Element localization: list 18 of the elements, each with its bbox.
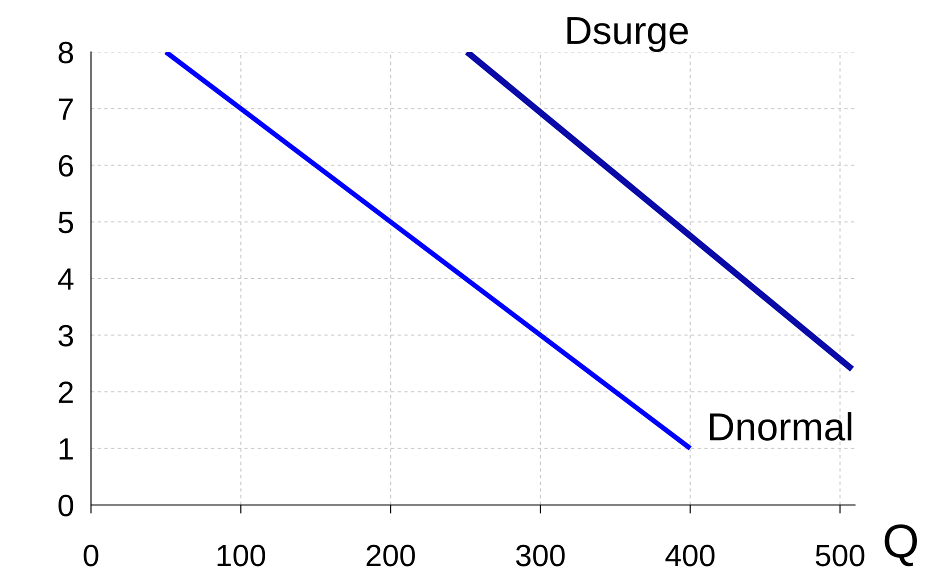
y-tick-label: 7 bbox=[58, 98, 73, 120]
x-tick-label: 400 bbox=[665, 544, 715, 566]
y-tick-label: 1 bbox=[60, 438, 73, 460]
y-tick-label: 3 bbox=[58, 324, 73, 346]
series-label: Dnormal bbox=[710, 412, 852, 441]
y-tick-label: 2 bbox=[58, 381, 73, 403]
x-tick-label: 300 bbox=[516, 544, 565, 566]
y-tick-label: 5 bbox=[58, 212, 74, 234]
x-tick-label: 200 bbox=[366, 544, 415, 566]
x-axis-title: Q bbox=[884, 524, 917, 566]
y-tick-label: 4 bbox=[58, 268, 74, 290]
y-tick-label: 8 bbox=[58, 42, 74, 64]
x-tick-label: 500 bbox=[816, 544, 864, 566]
x-tick-label: 100 bbox=[218, 544, 266, 566]
y-tick-label: 0 bbox=[58, 494, 74, 516]
x-tick-label: 0 bbox=[84, 544, 98, 566]
series-label: Dsurge bbox=[567, 17, 688, 52]
y-tick-label: 6 bbox=[58, 154, 73, 177]
